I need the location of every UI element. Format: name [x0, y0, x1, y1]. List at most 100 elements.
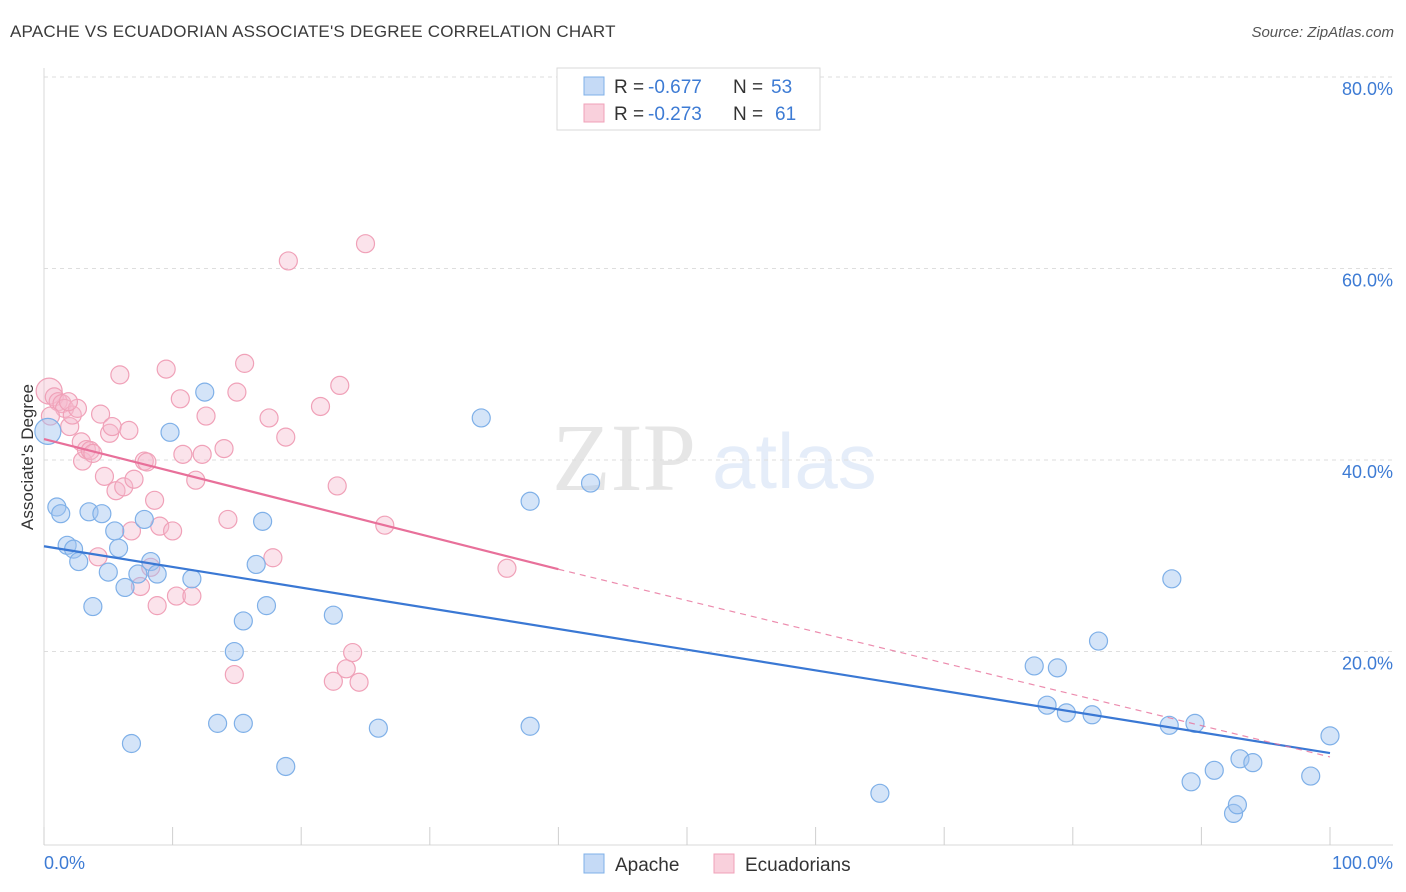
- source-note: Source: ZipAtlas.com: [1251, 24, 1394, 41]
- y-tick-label: 40.0%: [1342, 462, 1393, 482]
- point-apache: [1162, 569, 1182, 589]
- point-apache: [233, 713, 253, 733]
- point-apache: [182, 569, 202, 589]
- point-ecuadorians: [343, 642, 363, 663]
- svg-text:ZIP: ZIP: [552, 404, 696, 511]
- point-apache: [83, 596, 103, 617]
- point-ecuadorians: [110, 365, 130, 385]
- point-ecuadorians: [323, 671, 343, 691]
- trend-line-ecuadorians: [43, 437, 559, 571]
- chart-title: APACHE VS ECUADORIAN ASSOCIATE'S DEGREE …: [10, 22, 616, 41]
- point-ecuadorians: [121, 521, 142, 541]
- point-ecuadorians: [156, 359, 176, 379]
- legend-r-value-ecuadorians: -0.273: [648, 104, 702, 125]
- trend-line-apache: [43, 545, 1331, 755]
- point-ecuadorians: [214, 438, 234, 459]
- bottom-legend-swatch-ecuadorians: [713, 853, 735, 874]
- point-ecuadorians: [336, 659, 356, 679]
- point-apache: [471, 408, 491, 428]
- point-ecuadorians: [119, 420, 139, 441]
- point-apache: [1024, 656, 1044, 676]
- point-apache: [1088, 631, 1109, 651]
- point-apache: [276, 756, 296, 777]
- svg-text:atlas: atlas: [712, 417, 877, 505]
- y-tick-label: 80.0%: [1342, 79, 1393, 99]
- x-tick-label-min: 0.0%: [44, 853, 85, 873]
- point-ecuadorians: [124, 469, 144, 489]
- point-ecuadorians: [263, 548, 283, 568]
- bottom-legend-label-ecuadorians: Ecuadorians: [745, 855, 851, 876]
- y-tick-labels: 20.0% 40.0% 60.0% 80.0%: [1342, 79, 1393, 674]
- point-apache: [580, 473, 601, 493]
- point-apache: [34, 417, 62, 445]
- point-apache: [1047, 658, 1067, 678]
- point-ecuadorians: [144, 490, 165, 510]
- watermark: ZIP atlas: [552, 404, 877, 511]
- point-ecuadorians: [355, 234, 376, 254]
- point-apache: [1181, 772, 1201, 792]
- point-ecuadorians: [130, 576, 151, 597]
- point-ecuadorians: [310, 396, 331, 417]
- legend-n-value-ecuadorians: 61: [775, 104, 796, 125]
- point-apache: [233, 611, 253, 631]
- point-ecuadorians: [227, 382, 247, 402]
- point-ecuadorians: [497, 558, 517, 578]
- point-ecuadorians: [166, 586, 187, 606]
- point-apache: [1056, 703, 1076, 723]
- point-apache: [195, 382, 215, 402]
- legend-n-label-apache: N =: [733, 77, 763, 98]
- point-apache: [108, 538, 129, 558]
- trend-lines: [43, 437, 1331, 758]
- legend-swatch-ecuadorians: [583, 103, 605, 123]
- point-apache: [69, 551, 89, 572]
- point-ecuadorians: [224, 664, 244, 685]
- point-apache: [208, 713, 228, 733]
- point-apache: [51, 504, 71, 524]
- point-ecuadorians: [276, 427, 296, 447]
- x-tick-label-max: 100.0%: [1332, 853, 1393, 873]
- point-apache: [256, 596, 277, 616]
- point-ecuadorians: [163, 521, 183, 541]
- bottom-legend-swatch-apache: [583, 853, 605, 874]
- point-ecuadorians: [182, 586, 202, 606]
- point-apache: [1227, 795, 1248, 815]
- point-apache: [368, 718, 388, 738]
- legend-box: R = -0.677 N = 53 R = -0.273 N = 61: [556, 67, 821, 131]
- point-apache: [128, 564, 148, 584]
- bottom-legend: Apache Ecuadorians: [583, 853, 851, 876]
- y-axis-label: Associate's Degree: [18, 384, 37, 530]
- point-apache: [1037, 695, 1057, 715]
- point-ecuadorians: [327, 476, 347, 496]
- trend-line-ecuadorians-extension: [558, 568, 1331, 758]
- point-apache: [160, 422, 180, 442]
- bottom-legend-label-apache: Apache: [615, 855, 679, 876]
- point-apache: [1301, 766, 1321, 786]
- point-ecuadorians: [278, 251, 298, 271]
- point-ecuadorians: [147, 596, 167, 616]
- point-ecuadorians: [90, 404, 111, 424]
- point-apache: [323, 605, 343, 625]
- point-ecuadorians: [330, 375, 350, 395]
- point-apache: [253, 511, 273, 531]
- point-apache: [1243, 753, 1263, 773]
- point-ecuadorians: [137, 452, 157, 472]
- point-apache: [1320, 726, 1340, 746]
- point-ecuadorians: [58, 392, 79, 412]
- scatter-points: [34, 234, 1340, 824]
- point-apache: [246, 554, 266, 575]
- point-ecuadorians: [94, 466, 115, 486]
- point-apache: [134, 509, 154, 530]
- legend-n-value-apache: 53: [771, 77, 792, 98]
- y-tick-label: 20.0%: [1342, 654, 1393, 674]
- y-tick-label: 60.0%: [1342, 271, 1393, 291]
- legend-n-label-ecuadorians: N =: [733, 104, 763, 125]
- x-tick-marks: [43, 827, 1331, 845]
- point-ecuadorians: [102, 416, 122, 437]
- point-ecuadorians: [72, 451, 93, 471]
- point-apache: [1204, 760, 1224, 780]
- legend-r-label-ecuadorians: R =: [614, 104, 644, 125]
- point-apache: [1230, 749, 1250, 769]
- legend-r-value-apache: -0.677: [648, 77, 702, 98]
- axes: [43, 68, 1393, 846]
